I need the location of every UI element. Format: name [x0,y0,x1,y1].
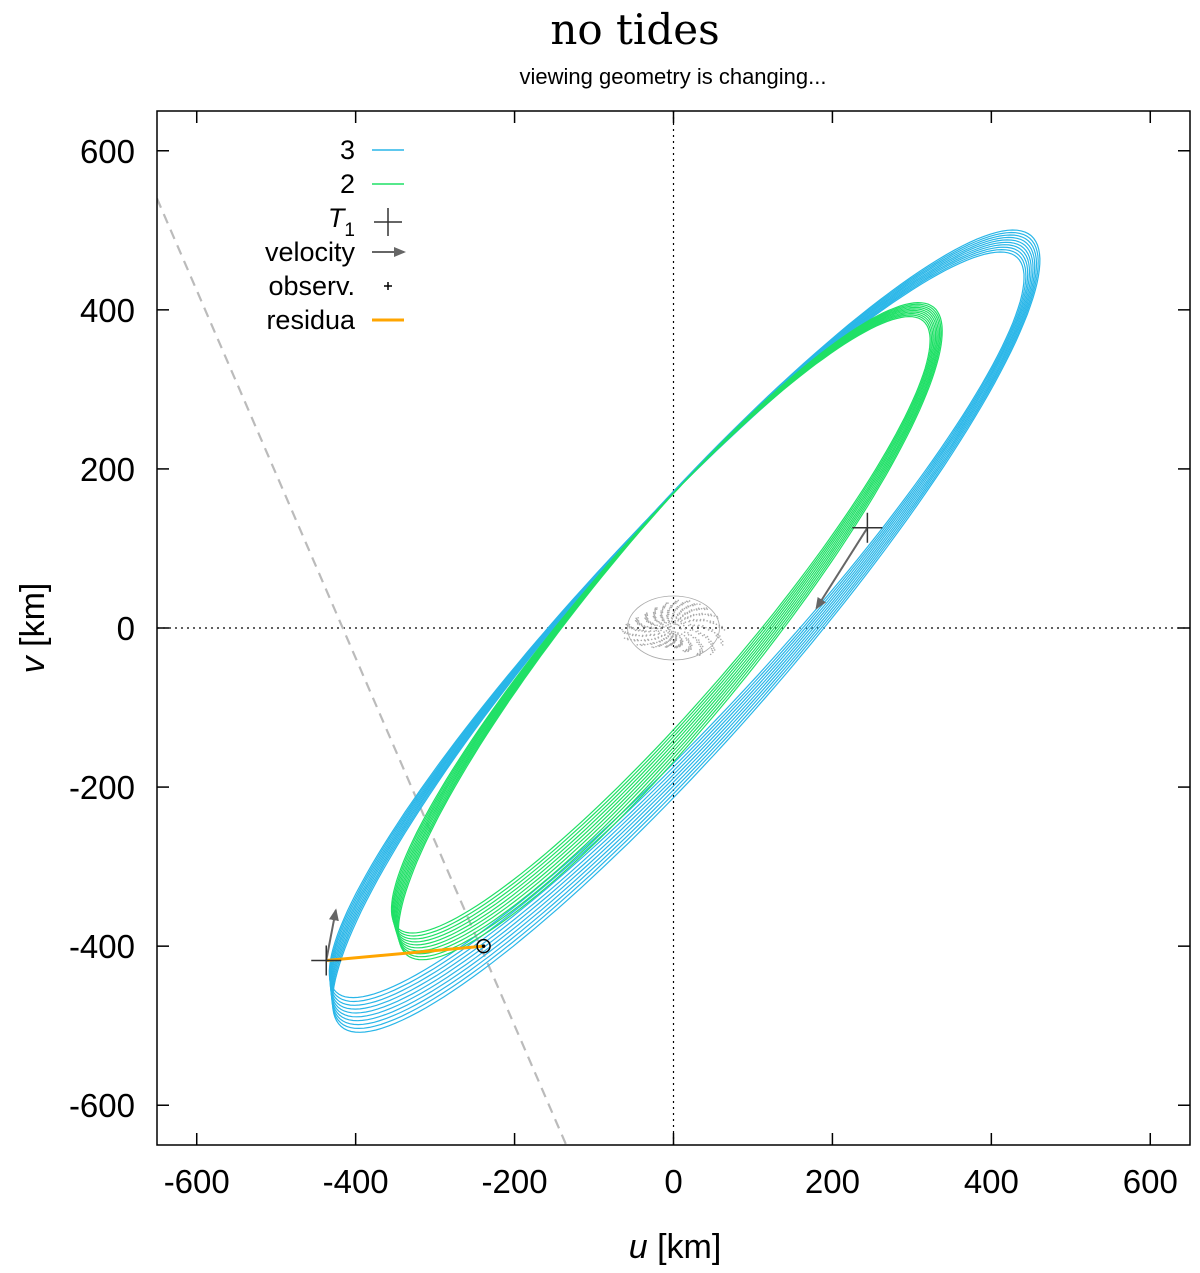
y-tick-label: 600 [80,133,135,170]
y-tick-label: 400 [80,292,135,329]
residua-line [326,944,484,962]
T1-marker-2 [311,945,342,976]
chart-title: no tides [550,5,719,54]
series-2-loop [397,301,943,961]
velocity-arrow-2 [325,908,339,961]
legend-label: T1 [328,203,355,241]
series-2-loop [391,314,932,937]
series-3-loop [331,231,1039,1030]
legend-entry-2: 2 [340,169,404,199]
shape-model [621,595,726,661]
shape-model-outline [627,595,720,661]
series-2-loop [396,303,942,958]
legend-label: observ. [268,271,355,301]
y-tick-label: 200 [80,451,135,488]
x-tick-label: 200 [805,1163,860,1200]
chart-subtitle: viewing geometry is changing... [520,64,827,89]
series-3-loop [331,229,1041,1033]
velocity-arrow-1 [815,527,869,610]
series-3-loop [328,248,1027,1003]
observation-circle [476,938,491,954]
legend-entry-1: 3 [340,135,404,165]
y-tick-label: -600 [69,1087,135,1124]
y-tick-label: -400 [69,928,135,965]
plot-content [157,111,1190,1145]
axes: -600 -400 -200 0 200 400 600 -600 -400 -200 0 200 40… [69,111,1190,1200]
x-tick-label: 600 [1123,1163,1178,1200]
legend-label: 2 [340,169,355,199]
y-tick-label: -200 [69,769,135,806]
x-axis-label: u [km] [629,1228,722,1266]
x-tick-label: -600 [164,1163,230,1200]
legend-label: residua [266,305,356,335]
series-2-loop [395,306,939,952]
x-tick-label: 400 [964,1163,1019,1200]
legend-label: 3 [340,135,355,165]
x-tick-label: -400 [323,1163,389,1200]
plot-overlay [311,512,883,976]
T1-marker-1 [852,512,883,543]
y-tick-label: 0 [117,610,135,647]
legend-entry-3: T1 [328,203,402,241]
legend-entry-6: residua [266,305,404,335]
sky-plane-line [157,198,568,1145]
x-tick-label: 0 [664,1163,682,1200]
legend-entry-5: observ. [268,271,392,301]
observation-point [481,944,486,948]
legend-entry-4: velocity [265,237,406,267]
series-3-loop [331,234,1038,1026]
x-tick-label: -200 [482,1163,548,1200]
legend-label: velocity [265,237,356,267]
y-axis-label: v [km] [14,583,52,674]
series-3-loop [329,246,1029,1006]
